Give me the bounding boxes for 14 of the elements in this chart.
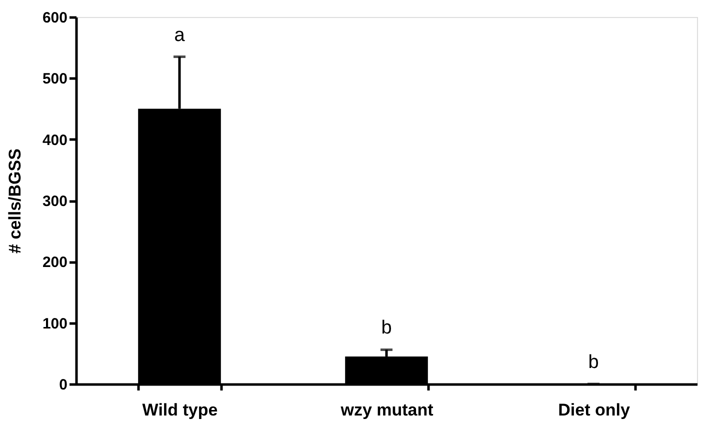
y-tick-label: 500	[42, 70, 68, 88]
annotation: b	[588, 352, 599, 373]
x-tick-label: wzy mutant	[340, 400, 434, 420]
y-tick-label: 0	[59, 376, 68, 394]
y-tick-label: 300	[42, 193, 68, 210]
annotation: a	[174, 24, 186, 46]
y-tick-label: 400	[42, 132, 68, 149]
x-tick-label: Diet only	[558, 400, 630, 420]
y-tick-label: 200	[42, 254, 68, 272]
y-tick-label: 100	[42, 315, 68, 332]
y-axis-title: # cells/BGSS	[5, 148, 24, 254]
y-tick-label: 600	[42, 10, 68, 26]
annotation: b	[381, 318, 392, 339]
x-tick-label: Wild type	[142, 400, 218, 420]
